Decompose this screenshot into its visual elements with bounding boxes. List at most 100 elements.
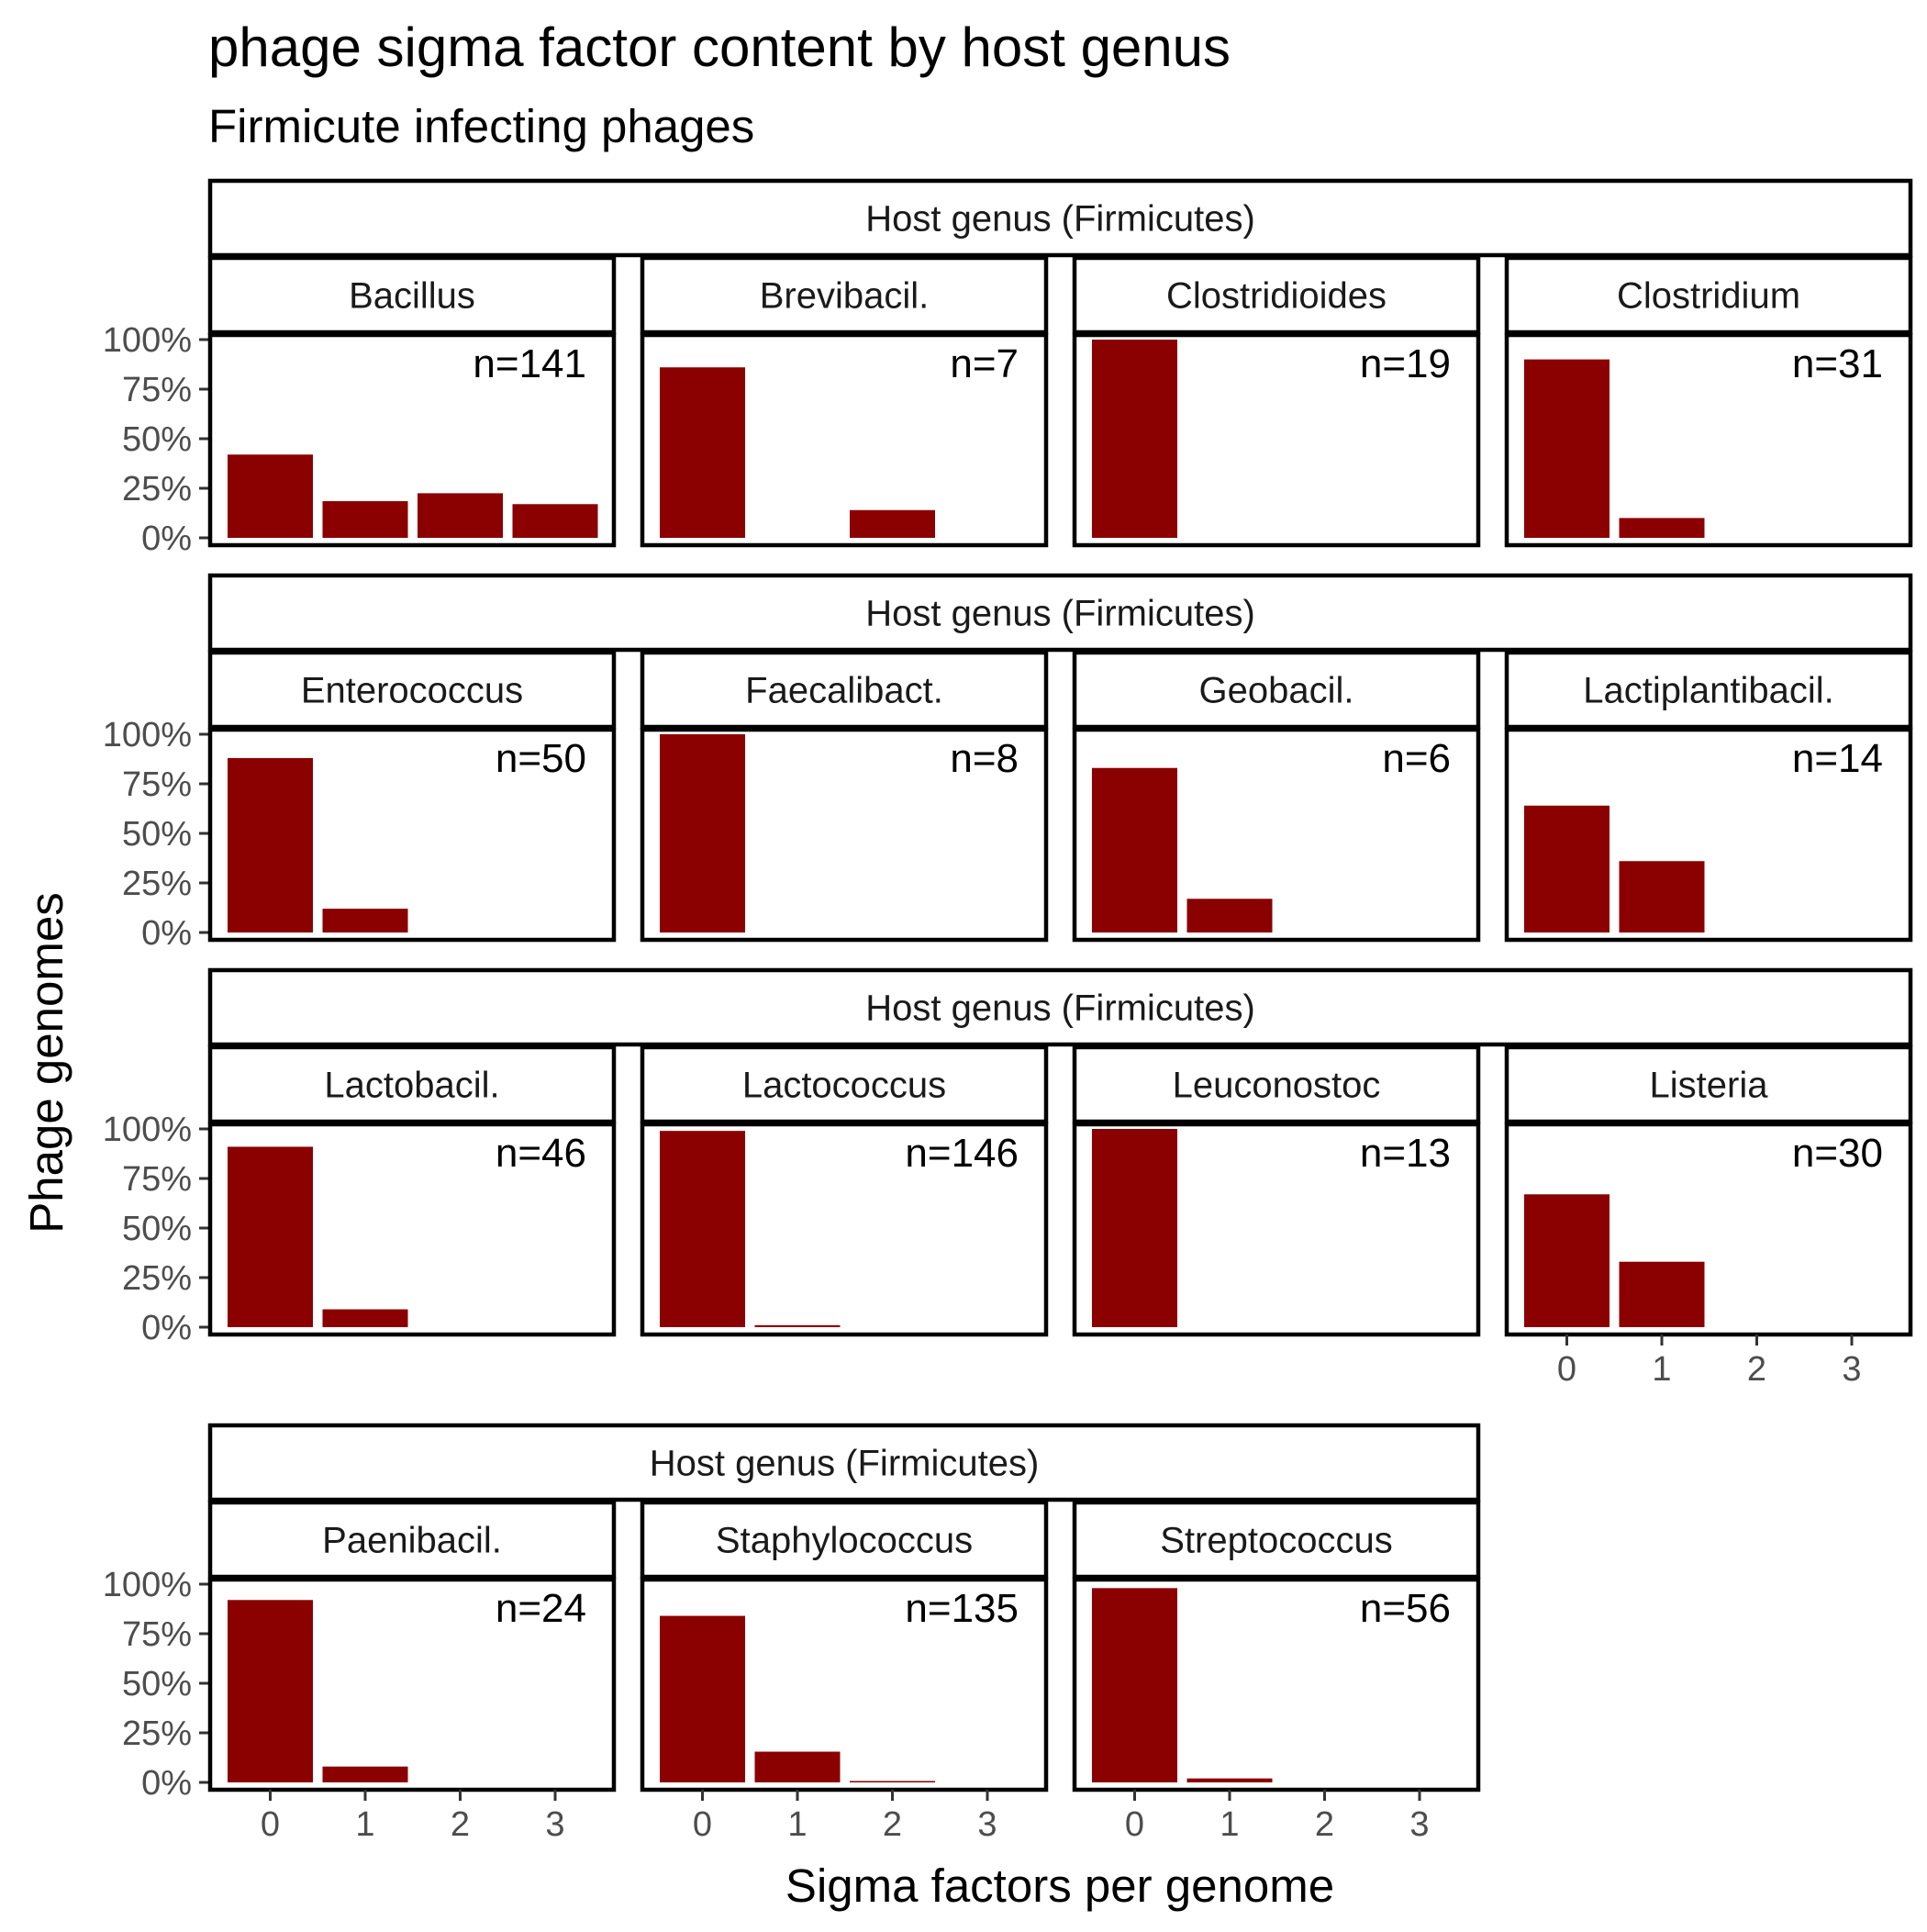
- genus-strip-label: Paenibacil.: [322, 1521, 502, 1561]
- outer-strip-label: Host genus (Firmicutes): [650, 1444, 1040, 1484]
- y-tick-label: 75%: [122, 1160, 192, 1199]
- y-tick-label: 75%: [122, 765, 192, 804]
- n-count-label: n=13: [1360, 1131, 1451, 1176]
- x-tick-label: 1: [1220, 1805, 1239, 1844]
- n-count-label: n=7: [950, 341, 1019, 386]
- outer-strip: [207, 1423, 1481, 1502]
- x-axis-title: Sigma factors per genome: [785, 1859, 1334, 1912]
- bar: [322, 1309, 408, 1327]
- genus-strip: [1504, 255, 1913, 335]
- n-count-label: n=14: [1792, 736, 1883, 781]
- x-tick-label: 1: [355, 1805, 374, 1844]
- outer-strip: [207, 178, 1913, 258]
- bar: [322, 1766, 408, 1782]
- y-tick-label: 50%: [122, 420, 192, 459]
- bar: [1524, 1194, 1610, 1327]
- panels-layer: Host genus (Firmicutes)0%25%50%75%100%Ba…: [103, 178, 1913, 1844]
- y-tick-label: 50%: [122, 1665, 192, 1703]
- y-tick-label: 75%: [122, 1615, 192, 1654]
- n-count-label: n=46: [496, 1131, 586, 1176]
- y-tick-label: 50%: [122, 1210, 192, 1248]
- bar: [418, 493, 503, 538]
- bar: [228, 454, 313, 538]
- genus-strip-label: Lactiplantibacil.: [1583, 671, 1834, 711]
- bar: [1186, 1778, 1273, 1782]
- x-tick-label: 0: [693, 1805, 712, 1844]
- bar: [1092, 340, 1177, 538]
- n-count-label: n=146: [905, 1131, 1019, 1176]
- bar: [754, 1751, 841, 1782]
- x-tick-label: 0: [1125, 1805, 1144, 1844]
- y-tick-label: 100%: [103, 716, 192, 754]
- outer-strip-label: Host genus (Firmicutes): [865, 988, 1255, 1029]
- genus-strip: [207, 255, 617, 335]
- outer-strip: [207, 573, 1913, 653]
- outer-strip-label: Host genus (Firmicutes): [865, 594, 1255, 634]
- genus-strip: [640, 1044, 1049, 1124]
- bar: [228, 1146, 313, 1327]
- genus-strip-label: Lactococcus: [742, 1066, 946, 1106]
- genus-strip-label: Bacillus: [349, 276, 475, 317]
- x-tick-label: 2: [451, 1805, 470, 1844]
- bar: [512, 504, 598, 538]
- genus-strip-label: Clostridium: [1617, 276, 1800, 317]
- genus-strip: [1072, 1500, 1481, 1580]
- n-count-label: n=56: [1360, 1586, 1451, 1631]
- y-tick-label: 100%: [103, 1566, 192, 1604]
- genus-strip-label: Staphylococcus: [716, 1521, 973, 1561]
- bar: [322, 909, 408, 932]
- y-tick-label: 0%: [141, 914, 192, 953]
- genus-strip: [640, 650, 1049, 730]
- genus-strip: [1504, 650, 1913, 730]
- x-tick-label: 0: [1557, 1350, 1576, 1389]
- x-tick-label: 3: [1409, 1805, 1429, 1844]
- genus-strip-label: Lactobacil.: [324, 1066, 499, 1106]
- bar: [228, 757, 313, 932]
- y-axis-title: Phage genomes: [20, 892, 72, 1233]
- bar: [1524, 359, 1610, 538]
- bar: [1092, 1129, 1177, 1327]
- x-tick-label: 3: [1842, 1350, 1861, 1389]
- n-count-label: n=24: [496, 1586, 586, 1631]
- genus-strip-label: Streptococcus: [1160, 1521, 1392, 1561]
- n-count-label: n=50: [496, 736, 586, 781]
- bar: [1619, 861, 1705, 932]
- y-tick-label: 25%: [122, 1259, 192, 1298]
- y-tick-label: 25%: [122, 865, 192, 903]
- x-tick-label: 2: [883, 1805, 902, 1844]
- n-count-label: n=19: [1360, 341, 1451, 386]
- n-count-label: n=135: [905, 1586, 1019, 1631]
- x-tick-label: 2: [1315, 1805, 1334, 1844]
- x-tick-label: 2: [1747, 1350, 1766, 1389]
- genus-strip: [1072, 255, 1481, 335]
- genus-strip: [1072, 650, 1481, 730]
- bar: [850, 509, 935, 538]
- chart-title: phage sigma factor content by host genus: [208, 17, 1231, 78]
- bar: [1524, 805, 1610, 932]
- bar: [1619, 518, 1705, 538]
- bar: [228, 1600, 313, 1782]
- n-count-label: n=8: [950, 736, 1019, 781]
- genus-strip: [1072, 1044, 1481, 1124]
- x-tick-label: 1: [1652, 1350, 1671, 1389]
- genus-strip: [1504, 1044, 1913, 1124]
- bar: [1092, 767, 1177, 932]
- y-tick-label: 25%: [122, 1714, 192, 1753]
- genus-strip: [207, 650, 617, 730]
- outer-strip: [207, 967, 1913, 1047]
- bar: [850, 1781, 935, 1782]
- outer-strip-label: Host genus (Firmicutes): [865, 199, 1255, 240]
- y-tick-label: 0%: [141, 1309, 192, 1347]
- n-count-label: n=30: [1792, 1131, 1883, 1176]
- x-tick-label: 3: [977, 1805, 997, 1844]
- n-count-label: n=31: [1792, 341, 1883, 386]
- genus-strip: [207, 1500, 617, 1580]
- x-tick-label: 0: [261, 1805, 280, 1844]
- y-tick-label: 75%: [122, 371, 192, 409]
- y-tick-label: 0%: [141, 519, 192, 558]
- n-count-label: n=141: [473, 341, 586, 386]
- n-count-label: n=6: [1382, 736, 1451, 781]
- genus-strip-label: Listeria: [1650, 1066, 1769, 1106]
